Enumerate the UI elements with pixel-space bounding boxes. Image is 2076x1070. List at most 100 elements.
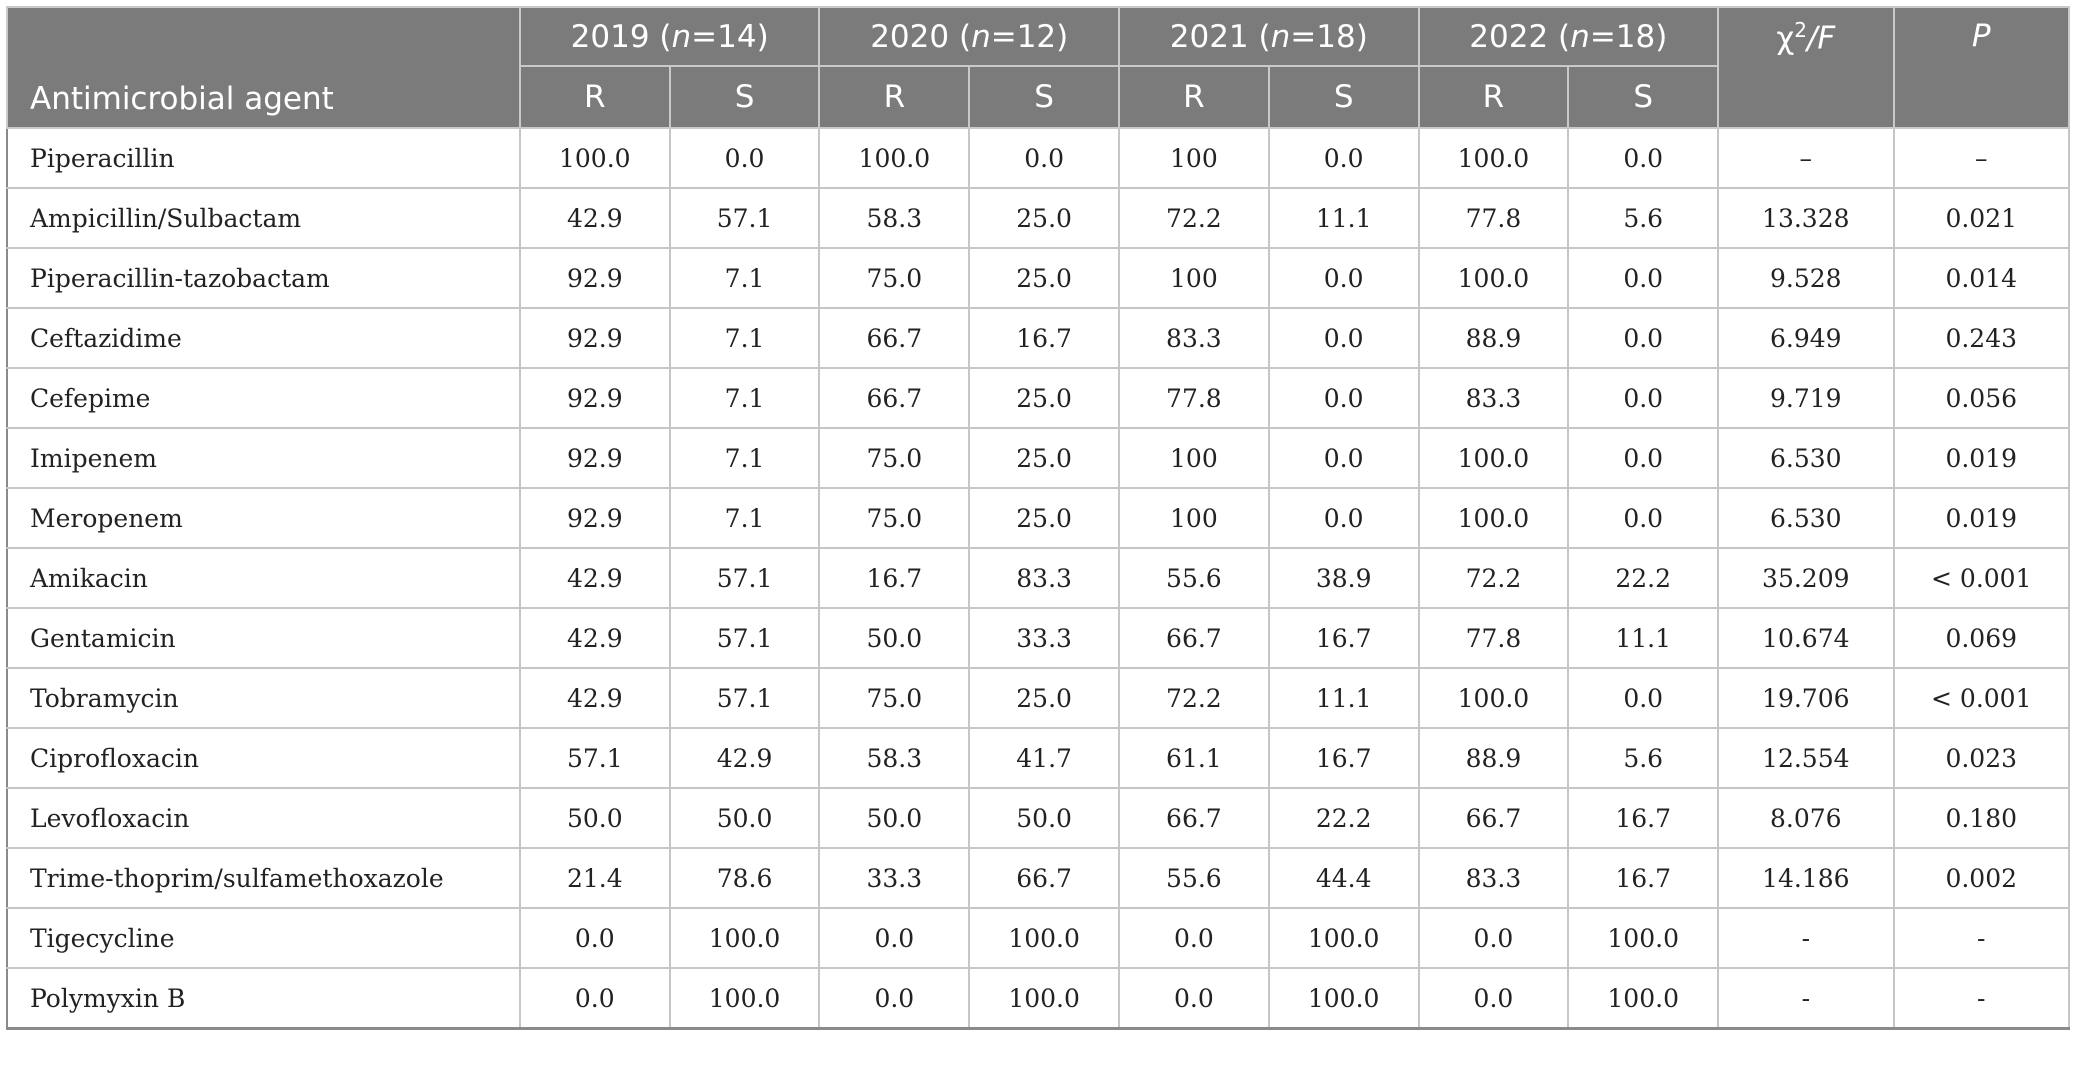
resistant-column-header: R (818, 65, 971, 129)
resistant-rate-cell: 72.2 (1118, 667, 1270, 729)
year-label: 2022 (1469, 18, 1549, 55)
resistant-rate-cell: 100 (1118, 127, 1270, 189)
chi-square-cell: 19.706 (1717, 667, 1895, 729)
table-row: Gentamicin 42.9 57.1 50.0 33.3 66.7 16.7 77.8 11… (6, 607, 2070, 669)
sensitive-rate-cell: 7.1 (668, 247, 821, 309)
resistant-rate-cell: 100.0 (1417, 127, 1570, 189)
sensitive-rate-cell: 100.0 (668, 907, 821, 969)
sensitive-rate-cell: 57.1 (668, 547, 821, 609)
p-value-cell: < 0.001 (1892, 667, 2070, 729)
resistant-rate-cell: 92.9 (518, 247, 671, 309)
sensitive-rate-cell: 0.0 (1567, 667, 1720, 729)
p-value-cell: 0.021 (1892, 187, 2070, 249)
p-value-cell: 0.019 (1892, 487, 2070, 549)
resistant-rate-cell: 21.4 (518, 847, 671, 909)
sensitive-rate-cell: 100.0 (1567, 907, 1720, 969)
sensitive-rate-cell: 0.0 (1567, 427, 1720, 489)
sensitive-rate-cell: 7.1 (668, 307, 821, 369)
sensitive-rate-cell: 57.1 (668, 607, 821, 669)
sensitive-rate-cell: 100.0 (1567, 967, 1720, 1030)
chi-square-cell: 6.530 (1717, 427, 1895, 489)
n-value: =18 (1589, 18, 1656, 55)
sensitive-rate-cell: 11.1 (1267, 187, 1420, 249)
sensitive-rate-cell: 0.0 (668, 127, 821, 189)
year-header-2019: 2019 (n=14) (518, 6, 821, 67)
resistant-rate-cell: 100 (1118, 247, 1270, 309)
resistant-rate-cell: 0.0 (1118, 967, 1270, 1030)
chi-square-cell: 6.530 (1717, 487, 1895, 549)
table-row: Piperacillin-tazobactam 92.9 7.1 75.0 25.0 10… (6, 247, 2070, 309)
n-label: n (671, 18, 692, 55)
resistant-rate-cell: 75.0 (818, 247, 971, 309)
resistant-rate-cell: 100 (1118, 487, 1270, 549)
p-value-header: P (1892, 6, 2070, 129)
resistant-rate-cell: 0.0 (518, 907, 671, 969)
resistant-rate-cell: 88.9 (1417, 727, 1570, 789)
resistant-rate-cell: 92.9 (518, 367, 671, 429)
resistant-rate-cell: 0.0 (518, 967, 671, 1030)
resistant-rate-cell: 0.0 (1417, 907, 1570, 969)
p-value-cell: 0.002 (1892, 847, 2070, 909)
sensitive-rate-cell: 5.6 (1567, 727, 1720, 789)
resistant-column-header: R (518, 65, 671, 129)
sensitive-rate-cell: 16.7 (1567, 847, 1720, 909)
resistant-rate-cell: 66.7 (818, 367, 971, 429)
sensitive-rate-cell: 25.0 (968, 247, 1120, 309)
sensitive-rate-cell: 44.4 (1267, 847, 1420, 909)
chi-square-header: χ2/F (1717, 6, 1895, 129)
resistant-column-header: R (1118, 65, 1270, 129)
resistant-rate-cell: 77.8 (1417, 187, 1570, 249)
table-row: Cefepime 92.9 7.1 66.7 25.0 77.8 0.0 83.3 0.0 9.7… (6, 367, 2070, 429)
sensitive-rate-cell: 0.0 (1267, 247, 1420, 309)
table-row: Amikacin 42.9 57.1 16.7 83.3 55.6 38.9 72.2 22.2… (6, 547, 2070, 609)
sensitive-rate-cell: 0.0 (1567, 487, 1720, 549)
chi-square-cell: 35.209 (1717, 547, 1895, 609)
sensitive-rate-cell: 25.0 (968, 427, 1120, 489)
resistant-rate-cell: 16.7 (818, 547, 971, 609)
sensitive-rate-cell: 0.0 (1267, 127, 1420, 189)
resistant-rate-cell: 50.0 (818, 787, 971, 849)
resistant-rate-cell: 61.1 (1118, 727, 1270, 789)
chi-square-cell: 13.328 (1717, 187, 1895, 249)
sensitive-rate-cell: 100.0 (1267, 967, 1420, 1030)
p-value-cell: - (1892, 967, 2070, 1030)
resistant-rate-cell: 66.7 (1118, 607, 1270, 669)
resistant-rate-cell: 92.9 (518, 487, 671, 549)
resistant-rate-cell: 88.9 (1417, 307, 1570, 369)
agent-name-cell: Gentamicin (6, 607, 521, 669)
chi-square-cell: 9.719 (1717, 367, 1895, 429)
sensitive-rate-cell: 41.7 (968, 727, 1120, 789)
p-value-cell: - (1892, 907, 2070, 969)
p-value-cell: 0.023 (1892, 727, 2070, 789)
table-row: Levofloxacin 50.0 50.0 50.0 50.0 66.7 22.2 66.7… (6, 787, 2070, 849)
sensitive-rate-cell: 33.3 (968, 607, 1120, 669)
resistant-rate-cell: 75.0 (818, 427, 971, 489)
resistant-rate-cell: 83.3 (1417, 367, 1570, 429)
table-row: Ciprofloxacin 57.1 42.9 58.3 41.7 61.1 16.7 88.… (6, 727, 2070, 789)
sensitive-rate-cell: 7.1 (668, 487, 821, 549)
sensitive-rate-cell: 16.7 (1267, 607, 1420, 669)
p-value-cell: 0.243 (1892, 307, 2070, 369)
n-label: n (1570, 18, 1590, 55)
agent-name-cell: Ceftazidime (6, 307, 521, 369)
chi-square-cell: 9.528 (1717, 247, 1895, 309)
sensitive-rate-cell: 38.9 (1267, 547, 1420, 609)
resistant-rate-cell: 42.9 (518, 187, 671, 249)
sensitive-rate-cell: 0.0 (1567, 367, 1720, 429)
agent-name-cell: Amikacin (6, 547, 521, 609)
sensitive-rate-cell: 57.1 (668, 187, 821, 249)
f-label: /F (1806, 20, 1836, 57)
agent-name-cell: Levofloxacin (6, 787, 521, 849)
sensitive-rate-cell: 16.7 (968, 307, 1120, 369)
resistant-rate-cell: 57.1 (518, 727, 671, 789)
year-header-2020: 2020 (n=12) (818, 6, 1120, 67)
resistant-rate-cell: 92.9 (518, 427, 671, 489)
resistant-rate-cell: 0.0 (1118, 907, 1270, 969)
table-row: Tigecycline 0.0 100.0 0.0 100.0 0.0 100.0 0.0 10… (6, 907, 2070, 969)
resistant-rate-cell: 100.0 (1417, 487, 1570, 549)
n-label: n (1270, 18, 1291, 55)
chi-square-cell: 8.076 (1717, 787, 1895, 849)
p-value-cell: 0.180 (1892, 787, 2070, 849)
resistant-rate-cell: 66.7 (1417, 787, 1570, 849)
p-value-cell: < 0.001 (1892, 547, 2070, 609)
